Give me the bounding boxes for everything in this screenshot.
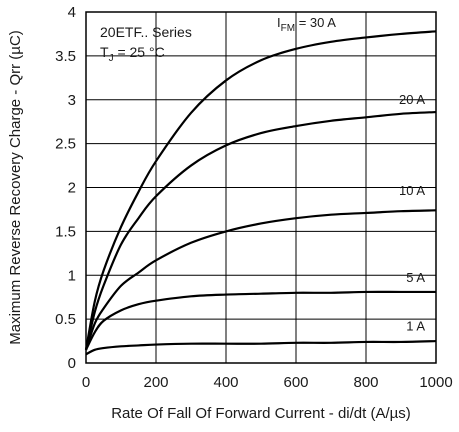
y-tick-label: 0.5	[55, 311, 76, 328]
plot-frame	[85, 11, 437, 364]
grid	[86, 12, 436, 363]
x-tick-label: 600	[283, 374, 308, 391]
x-tick-label: 800	[353, 374, 378, 391]
curves	[84, 30, 437, 356]
y-tick-label: 0	[68, 355, 76, 372]
condition-subscript: J	[109, 53, 114, 64]
curve-labels: IFM = 30 A 20 A 10 A 5 A 1 A	[277, 15, 425, 333]
y-tick-label: 2.5	[55, 136, 76, 153]
curve-label-30a-sub: FM	[281, 23, 295, 34]
series-title-note: 20ETF.. Series	[100, 24, 192, 40]
y-tick-label: 1.5	[55, 223, 76, 240]
condition-value: = 25 °C	[114, 44, 165, 60]
series-line-0	[84, 30, 437, 351]
x-tick-label: 200	[143, 374, 168, 391]
x-axis-label: Rate Of Fall Of Forward Current - di/dt …	[111, 405, 411, 422]
series-line-2	[84, 209, 437, 351]
series-line-3	[85, 290, 436, 351]
curve-label-30a: IFM = 30 A	[277, 15, 336, 34]
y-tick-label: 2	[68, 180, 76, 197]
curve-label-30a-main: I	[277, 15, 281, 30]
tick-labels: 0 0.5 1 1.5 2 2.5 3 3.5 4 0 200 400 600 800 1000	[55, 4, 453, 391]
series-line-1	[84, 110, 437, 351]
y-axis-label: Maximum Reverse Recovery Charge - Qrr (µ…	[7, 30, 24, 345]
x-tick-label: 0	[82, 374, 90, 391]
y-tick-label: 3	[68, 92, 76, 109]
curve-label-30a-value: = 30 A	[295, 15, 336, 30]
x-tick-label: 400	[213, 374, 238, 391]
series-line-4	[85, 339, 437, 356]
y-tick-label: 4	[68, 4, 76, 21]
curve-label-4: 1 A	[406, 318, 425, 333]
curve-label-1: 20 A	[399, 92, 425, 107]
y-tick-label: 1	[68, 267, 76, 284]
curve-label-3: 5 A	[406, 270, 425, 285]
x-tick-label: 1000	[419, 374, 452, 391]
condition-prefix: T	[100, 44, 109, 60]
y-tick-label: 3.5	[55, 48, 76, 65]
curve-label-2: 10 A	[399, 183, 425, 198]
temperature-condition-note: TJ = 25 °C	[100, 44, 165, 64]
